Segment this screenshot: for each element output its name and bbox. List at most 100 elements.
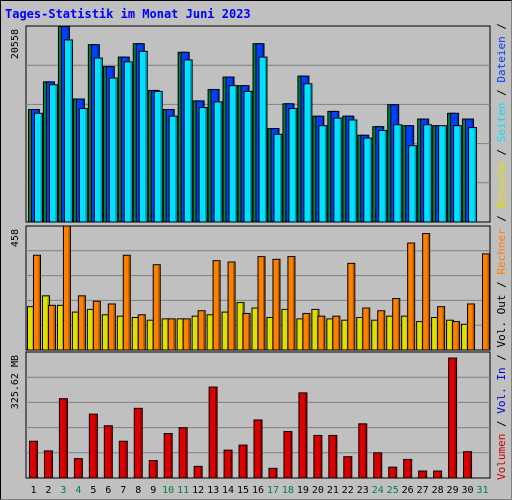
bar-shade-rechner	[397, 299, 400, 349]
bar-volumen-day-3	[58, 398, 68, 479]
bar-volumen-day-25	[388, 466, 398, 479]
bar-volumen-day-7	[118, 440, 128, 479]
bar-shade-rechner	[412, 244, 415, 349]
bar-shade-volumen	[304, 393, 307, 477]
bar-volumen-day-14	[223, 449, 233, 479]
x-tick-day-28: 28	[432, 485, 444, 496]
bar-volumen-day-19	[298, 392, 308, 479]
bar-rechner-day-20	[317, 315, 326, 351]
bar-shade-volumen	[140, 409, 142, 477]
bar-shade-rechner	[367, 309, 370, 349]
bar-rechner-day-11	[182, 318, 191, 351]
x-tick-day-4: 4	[75, 485, 81, 496]
legend-item-13: /	[495, 22, 508, 36]
bar-rechner-day-17	[272, 258, 281, 351]
bar-shade-seiten	[354, 120, 357, 221]
bar-rechner-day-6	[107, 303, 116, 351]
bar-shade-volumen	[379, 453, 382, 477]
bar-shade-seiten	[145, 52, 147, 222]
bar-rechner-day-1	[32, 254, 41, 351]
x-tick-day-7: 7	[120, 485, 126, 496]
bar-shade-seiten	[100, 59, 102, 222]
legend-svg: Volumen / Vol. In / Vol. Out / Rechner /…	[495, 22, 508, 480]
bar-volumen-day-21	[328, 434, 338, 479]
bar-shade-seiten	[399, 125, 402, 221]
x-tick-day-26: 26	[402, 485, 414, 496]
bar-shade-rechner	[233, 263, 235, 349]
bar-rechner-day-2	[47, 304, 56, 351]
bar-rechner-day-29	[452, 321, 461, 351]
bar-seiten-day-24	[378, 129, 388, 223]
x-tick-day-13: 13	[207, 485, 219, 496]
bar-volumen-day-4	[73, 458, 83, 479]
bar-volumen-day-18	[283, 431, 293, 479]
bar-rechner-day-30	[467, 303, 476, 351]
bar-shade-seiten	[384, 131, 387, 221]
bar-seiten-day-13	[213, 101, 223, 223]
bar-seiten-day-2	[48, 84, 58, 223]
bar-shade-volumen	[35, 442, 37, 477]
bar-shade-rechner	[457, 322, 460, 349]
bar-shade-rechner	[188, 319, 190, 349]
legend-vertical: Volumen / Vol. In / Vol. Out / Rechner /…	[492, 22, 510, 480]
bar-rechner-day-21	[332, 315, 341, 351]
x-tick-day-27: 27	[417, 485, 429, 496]
bar-shade-seiten	[279, 135, 282, 221]
bar-shade-volumen	[454, 359, 457, 477]
bar-shade-volumen	[95, 415, 97, 477]
bar-volumen-day-9	[148, 460, 158, 479]
bar-volumen-day-11	[178, 427, 188, 479]
x-tick-day-29: 29	[447, 485, 459, 496]
x-tick-day-1: 1	[30, 485, 36, 496]
bar-shade-rechner	[98, 302, 100, 349]
bar-shade-volumen	[469, 452, 472, 477]
bar-shade-rechner	[337, 317, 340, 349]
x-tick-day-19: 19	[297, 485, 309, 496]
bar-seiten-day-1	[33, 112, 43, 223]
bar-shade-seiten	[130, 62, 132, 221]
bar-shade-seiten	[175, 117, 177, 221]
bar-shade-volumen	[215, 388, 217, 477]
legend-text: Volumen / Vol. In / Vol. Out / Rechner /…	[495, 22, 508, 480]
bar-shade-rechner	[203, 311, 205, 349]
bar-shade-seiten	[459, 126, 462, 221]
x-tick-day-5: 5	[90, 485, 96, 496]
x-tick-day-14: 14	[222, 485, 234, 496]
bar-rechner-day-25	[392, 298, 401, 351]
bar-shade-volumen	[50, 451, 52, 477]
bar-rechner-day-7	[122, 254, 131, 351]
bar-rechner-day-13	[212, 260, 221, 351]
bar-shade-seiten	[40, 114, 42, 221]
bar-shade-volumen	[439, 472, 442, 477]
bar-shade-seiten	[55, 85, 57, 221]
bar-shade-seiten	[235, 86, 237, 221]
bar-shade-volumen	[245, 446, 247, 477]
legend-item-12: Dateien	[495, 36, 508, 82]
y-max-label-middle: 458	[10, 229, 21, 247]
bar-volumen-day-23	[358, 423, 368, 479]
bar-shade-seiten	[339, 119, 342, 221]
bar-shade-rechner	[472, 304, 475, 349]
bar-volumen-day-10	[163, 433, 173, 479]
bar-seiten-day-9	[153, 90, 163, 223]
bar-shade-volumen	[289, 432, 292, 477]
bar-shade-rechner	[427, 234, 430, 349]
bar-shade-seiten	[190, 60, 192, 221]
bar-seiten-day-19	[303, 83, 313, 223]
bar-shade-rechner	[263, 257, 265, 349]
bar-rechner-day-24	[377, 310, 386, 351]
bar-shade-volumen	[185, 428, 187, 477]
bar-volumen-day-16	[253, 419, 263, 479]
bar-seiten-day-29	[453, 125, 463, 223]
legend-item-1: /	[495, 414, 508, 434]
bar-shade-seiten	[474, 128, 477, 221]
legend-item-10: Seiten	[495, 102, 508, 142]
bar-shade-rechner	[248, 314, 250, 349]
bar-seiten-day-12	[198, 107, 208, 223]
bar-rechner-day-8	[137, 314, 146, 351]
bar-volumen-day-17	[268, 467, 278, 479]
legend-item-3: /	[495, 348, 508, 368]
x-tick-day-11: 11	[177, 485, 189, 496]
x-tick-day-17: 17	[267, 485, 279, 496]
bar-volumen-day-30	[463, 451, 473, 479]
